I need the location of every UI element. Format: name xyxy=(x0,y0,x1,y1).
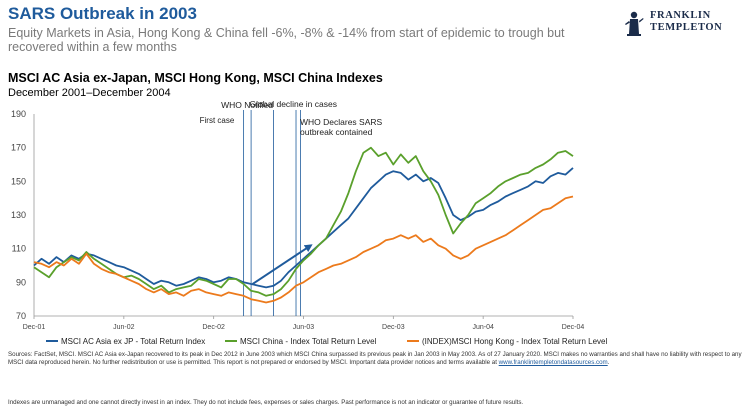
franklin-templeton-logo: FRANKLIN TEMPLETON xyxy=(622,10,742,36)
x-tick-label: Dec-01 xyxy=(23,324,46,331)
y-tick-label: 110 xyxy=(12,244,26,254)
legend-label: MSCI China - Index Total Return Level xyxy=(240,337,377,346)
logo-line-2: TEMPLETON xyxy=(650,22,723,33)
y-tick-label: 170 xyxy=(11,143,26,153)
disclaimer: Indexes are unmanaged and one cannot dir… xyxy=(8,399,524,406)
sources-note: Sources: FactSet, MSCI. MSCI AC Asia ex-… xyxy=(8,351,743,368)
x-tick-label: Jun-03 xyxy=(293,324,315,331)
legend-label: (INDEX)MSCI Hong Kong - Index Total Retu… xyxy=(422,337,607,346)
y-tick-label: 130 xyxy=(11,210,26,220)
statue-icon xyxy=(625,11,644,36)
chart-subtitle: December 2001–December 2004 xyxy=(8,87,171,99)
y-tick-label: 90 xyxy=(16,277,26,287)
series-line xyxy=(33,167,574,289)
chart-title: MSCI AC Asia ex-Japan, MSCI Hong Kong, M… xyxy=(8,71,383,85)
x-tick-label: Dec-03 xyxy=(382,324,405,331)
page-title: SARS Outbreak in 2003 xyxy=(8,4,197,23)
event-label: WHO Notified xyxy=(221,100,273,110)
event-label: First case xyxy=(200,116,235,125)
x-tick-label: Dec-02 xyxy=(202,324,225,331)
series-line xyxy=(33,195,574,304)
data-sources-link[interactable]: www.franklintempletondatasources.com xyxy=(498,359,608,367)
event-label: Global decline in cases xyxy=(250,99,337,109)
page-subtitle: Equity Markets in Asia, Hong Kong & Chin… xyxy=(8,26,565,54)
event-label: outbreak contained xyxy=(300,127,373,137)
y-tick-label: 150 xyxy=(11,176,26,186)
x-tick-label: Jun-02 xyxy=(113,324,135,331)
x-tick-label: Jun-04 xyxy=(472,324,494,331)
trend-arrow xyxy=(252,244,313,285)
logo-line-1: FRANKLIN xyxy=(650,10,711,21)
line-chart: 70 90 110 130 150 170 190 Dec-01 Jun-02 Dec-02 Jun… xyxy=(11,99,608,346)
y-tick-label: 190 xyxy=(11,109,26,119)
event-label: WHO Declares SARS xyxy=(300,117,383,127)
x-tick-label: Dec-04 xyxy=(562,324,585,331)
sources-end: . xyxy=(607,359,610,367)
legend-label: MSCI AC Asia ex JP - Total Return Index xyxy=(61,337,205,346)
sources-text: Sources: FactSet, MSCI. MSCI AC Asia ex-… xyxy=(8,351,742,367)
y-tick-label: 70 xyxy=(16,311,26,321)
